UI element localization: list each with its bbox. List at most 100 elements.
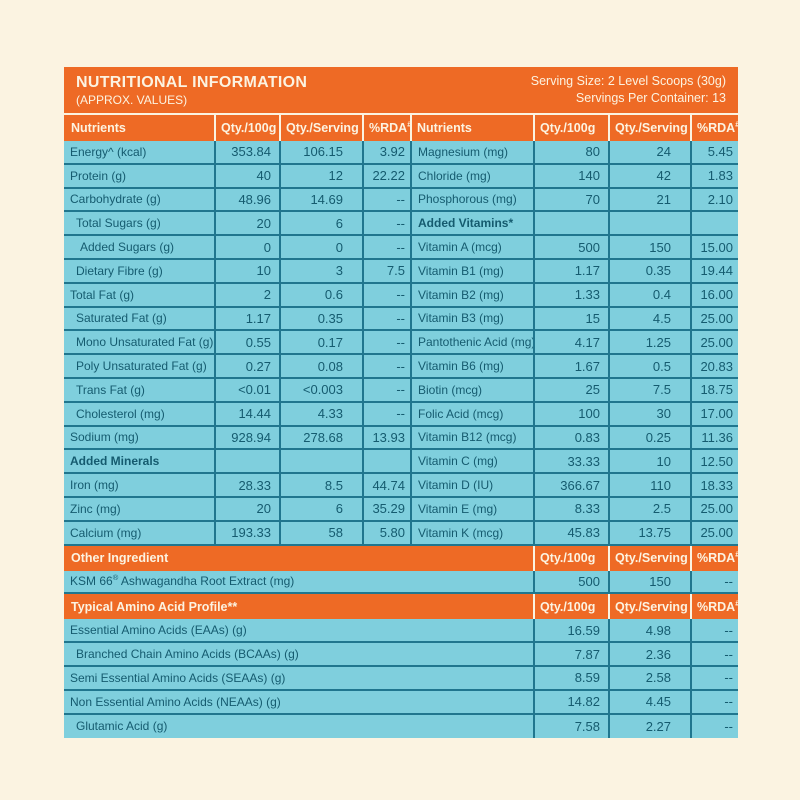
qty-per-serving-cell xyxy=(279,450,362,475)
nutrient-row: Zinc (mg) 20 6 35.29 Vitamin E (mg) 8.33 2.5 25… xyxy=(64,497,738,522)
qty-per-serving-cell: 0.25 xyxy=(608,426,690,451)
rda-label: %RDA xyxy=(697,599,736,614)
qty-per-100g-cell: 500 xyxy=(533,570,608,595)
qty-per-100g-cell: 2 xyxy=(214,283,279,308)
nutrient-label-cell: Non Essential Amino Acids (NEAAs) (g) xyxy=(64,690,533,715)
nutrient-label-cell: KSM 66® Ashwagandha Root Extract (mg) xyxy=(64,570,533,595)
nutrient-label: Vitamin C (mg) xyxy=(418,454,498,469)
rda-percent-cell: -- xyxy=(362,188,410,213)
qty-per-100g-cell: 8.33 xyxy=(533,497,608,522)
qty-per-serving-cell: 3 xyxy=(279,259,362,284)
nutrient-label: Vitamin B6 (mg) xyxy=(418,359,504,374)
page-subtitle: (APPROX. VALUES) xyxy=(76,93,188,107)
nutrient-label: Cholesterol (mg) xyxy=(76,406,165,421)
rda-percent-cell: -- xyxy=(362,212,410,237)
qty-per-100g-cell xyxy=(214,450,279,475)
rda-percent-cell: 5.45 xyxy=(690,141,738,165)
rda-percent-cell: -- xyxy=(362,307,410,332)
qty-per-serving-cell: 4.45 xyxy=(608,690,690,715)
nutrient-row: Non Essential Amino Acids (NEAAs) (g) 14.… xyxy=(64,690,738,715)
qty-per-serving-cell: 7.5 xyxy=(608,378,690,403)
nutrient-row: Cholesterol (mg) 14.44 4.33 -- Folic Acid (m… xyxy=(64,402,738,427)
col-header-rda: %RDA# xyxy=(690,545,738,571)
qty-per-100g-cell: 0 xyxy=(214,236,279,260)
nutrient-label-rest: Ashwagandha Root Extract (mg) xyxy=(118,574,295,589)
qty-per-100g-cell: 28.33 xyxy=(214,474,279,498)
qty-per-100g-cell: 0.83 xyxy=(533,426,608,451)
nutrient-label: Trans Fat (g) xyxy=(76,382,145,397)
rda-percent-cell: -- xyxy=(690,666,738,691)
qty-per-100g-cell: 16.59 xyxy=(533,619,608,644)
qty-per-serving-cell: 278.68 xyxy=(279,426,362,451)
rda-percent-cell: -- xyxy=(362,236,410,260)
qty-per-100g-cell: 48.96 xyxy=(214,188,279,213)
nutrient-label: Energy^ (kcal) xyxy=(70,144,147,159)
qty-per-serving-cell: 106.15 xyxy=(279,141,362,165)
rda-percent-cell: 1.83 xyxy=(690,164,738,189)
nutrient-label-cell: Folic Acid (mcg) xyxy=(410,402,533,427)
nutrient-label-cell: Dietary Fibre (g) xyxy=(64,259,214,284)
rda-percent-cell: 18.75 xyxy=(690,378,738,403)
nutrient-label: Branched Chain Amino Acids (BCAAs) (g) xyxy=(76,647,299,662)
nutrient-label: Added Minerals xyxy=(70,454,160,469)
qty-per-100g-cell: 353.84 xyxy=(214,141,279,165)
rda-percent-cell: 13.93 xyxy=(362,426,410,451)
nutrient-label: Non Essential Amino Acids (NEAAs) (g) xyxy=(70,694,281,709)
qty-per-100g-cell: 80 xyxy=(533,141,608,165)
nutrient-label: Total Fat (g) xyxy=(70,287,135,302)
qty-per-100g-cell: 25 xyxy=(533,378,608,403)
qty-per-serving-cell: 1.25 xyxy=(608,331,690,356)
nutrient-label: Added Vitamins* xyxy=(418,216,514,231)
nutrient-label: Total Sugars (g) xyxy=(76,216,161,231)
qty-per-serving-cell: 0.5 xyxy=(608,355,690,379)
rda-percent-cell: 11.36 xyxy=(690,426,738,451)
qty-per-serving-cell: 13.75 xyxy=(608,521,690,546)
col-header-qtyserving-left: Qty./Serving xyxy=(279,115,362,141)
nutrient-label: Vitamin B2 (mg) xyxy=(418,287,504,302)
other-ingredient-header-row: Other Ingredient Qty./100g Qty./Serving … xyxy=(64,545,738,571)
qty-per-100g-cell: 500 xyxy=(533,236,608,260)
qty-per-serving-cell: 8.5 xyxy=(279,474,362,498)
qty-per-serving-cell: 2.36 xyxy=(608,643,690,667)
rda-footnote-mark: # xyxy=(735,599,738,608)
nutrient-label: Protein (g) xyxy=(70,168,127,183)
rda-percent-cell: -- xyxy=(362,331,410,356)
nutrient-label-cell: Vitamin B12 (mcg) xyxy=(410,426,533,451)
nutrient-row: Energy^ (kcal) 353.84 106.15 3.92 Magnesium … xyxy=(64,141,738,165)
qty-per-100g-cell: 8.59 xyxy=(533,666,608,691)
nutrient-row: Glutamic Acid (g) 7.58 2.27 -- xyxy=(64,714,738,739)
col-header-qty100: Qty./100g xyxy=(533,594,608,620)
qty-per-100g-cell: 1.33 xyxy=(533,283,608,308)
nutrient-label: Poly Unsaturated Fat (g) xyxy=(76,359,207,374)
nutrient-label-cell: Mono Unsaturated Fat (g) xyxy=(64,331,214,356)
nutrient-label-cell: Protein (g) xyxy=(64,164,214,189)
rda-percent-cell: 16.00 xyxy=(690,283,738,308)
qty-per-100g-cell: 7.87 xyxy=(533,643,608,667)
qty-per-serving-cell: 2.58 xyxy=(608,666,690,691)
amino-acid-title: Typical Amino Acid Profile** xyxy=(64,594,533,620)
nutrient-label: Mono Unsaturated Fat (g) xyxy=(76,335,214,350)
page-title: NUTRITIONAL INFORMATION xyxy=(76,74,308,91)
nutrient-label-cell: Vitamin D (IU) xyxy=(410,474,533,498)
nutrient-label: Sodium (mg) xyxy=(70,430,139,445)
nutrient-label: Phosphorous (mg) xyxy=(418,192,517,207)
amino-acid-body: Essential Amino Acids (EAAs) (g) 16.59 4.9… xyxy=(64,619,738,739)
nutrient-label-cell: Carbohydrate (g) xyxy=(64,188,214,213)
qty-per-serving-cell: 4.5 xyxy=(608,307,690,332)
nutrient-label-cell: Iron (mg) xyxy=(64,474,214,498)
nutrient-row: Sodium (mg) 928.94 278.68 13.93 Vitamin B12 … xyxy=(64,426,738,451)
rda-footnote-mark: # xyxy=(735,120,738,129)
nutrient-label-cell: Total Sugars (g) xyxy=(64,212,214,237)
rda-percent-cell: 5.80 xyxy=(362,521,410,546)
amino-acid-table: Typical Amino Acid Profile** Qty./100g Q… xyxy=(64,594,738,739)
qty-per-100g-cell: 1.17 xyxy=(214,307,279,332)
rda-percent-cell: 19.44 xyxy=(690,259,738,284)
nutrients-table: Nutrients Qty./100g Qty./Serving %RDA# N… xyxy=(64,115,738,546)
nutrient-row: Protein (g) 40 12 22.22 Chloride (mg) 140 42 1.… xyxy=(64,164,738,189)
rda-percent-cell: -- xyxy=(690,570,738,595)
nutrient-label-cell: Cholesterol (mg) xyxy=(64,402,214,427)
nutrient-row: Essential Amino Acids (EAAs) (g) 16.59 4.9… xyxy=(64,619,738,644)
qty-per-serving-cell: 21 xyxy=(608,188,690,213)
rda-footnote-mark: # xyxy=(407,120,410,129)
qty-per-serving-cell: 0.08 xyxy=(279,355,362,379)
